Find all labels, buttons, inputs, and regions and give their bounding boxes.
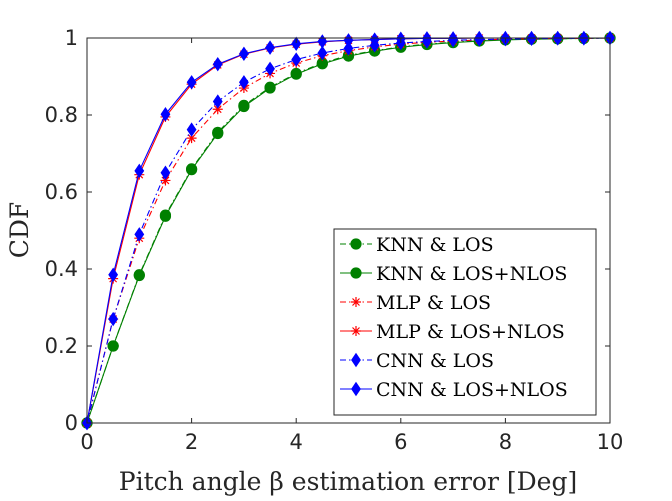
series-cnn-los-nlos [82,30,615,431]
data-point-cnn-los-nlos [265,40,275,55]
legend-marker [351,352,361,368]
legend-label: MLP & LOS [376,292,491,314]
data-point-cnn-los [265,61,275,77]
data-point-cnn-los [134,227,145,242]
data-point-cnn-los-nlos [108,267,119,282]
data-point-mlp-los [160,175,171,186]
data-point-knn-los-nlos [159,210,172,222]
legend-marker [351,381,361,397]
data-point-cnn-los-nlos [134,163,145,179]
data-point-knn-los-nlos [264,82,276,94]
legend-item-cnn-los: CNN & LOS [340,350,494,372]
legend-label: MLP & LOS+NLOS [376,321,565,343]
x-tick-label: 6 [394,430,407,454]
data-point-cnn-los [160,165,171,180]
y-tick-label: 1 [65,26,78,50]
y-tick-label: 0 [65,411,78,435]
data-point-knn-los-nlos [107,340,119,352]
data-point-cnn-los [108,311,119,327]
legend-marker [351,297,361,307]
data-point-knn-los-nlos [238,100,250,113]
data-point-knn-los-nlos [212,127,224,140]
x-axis-label: Pitch angle β estimation error [Deg] [119,467,577,496]
axes-layer [86,37,611,424]
legend-marker [351,326,361,336]
legend: KNN & LOS KNN & LOS+NLOS MLP & LOS MLP & LO… [333,228,597,416]
legend-item-mlp-los: MLP & LOS [340,292,491,314]
tick-label-layer: 0 2 4 6 8 10 0 0.2 0.4 0.6 0.8 1 [45,26,624,454]
data-point-knn-los-nlos [133,269,145,282]
data-point-cnn-los-nlos [291,36,302,51]
axes-box [86,37,611,424]
data-point-knn-los-nlos [186,164,198,176]
data-point-cnn-los-nlos [186,75,197,90]
data-point-mlp-los [186,133,197,144]
legend-label: CNN & LOS+NLOS [376,379,568,401]
legend-marker [350,238,362,250]
legend-item-mlp-los-nlos: MLP & LOS+NLOS [340,321,565,343]
data-point-cnn-los-nlos [160,107,171,122]
x-tick-label: 2 [185,430,198,454]
legend-marker [350,267,362,279]
x-tick-label: 4 [290,430,303,454]
data-point-knn-los-nlos [290,68,302,80]
data-point-mlp-los [212,104,223,115]
data-point-cnn-los [291,52,302,67]
series-line-cnn-los [86,37,611,424]
data-point-cnn-los [317,45,328,61]
legend-item-knn-los: KNN & LOS [340,234,494,256]
y-tick-label: 0.4 [45,257,78,281]
y-tick-label: 0.2 [45,334,78,358]
data-point-cnn-los [343,41,354,56]
legend-item-knn-los-nlos: KNN & LOS+NLOS [340,263,567,285]
y-axis-label: CDF [5,202,34,259]
data-point-cnn-los-nlos [212,56,223,72]
y-tick-label: 0.8 [45,103,78,127]
legend-label: KNN & LOS+NLOS [376,263,567,285]
x-tick-label: 0 [80,430,93,454]
data-point-cnn-los-nlos [369,32,380,47]
legend-label: KNN & LOS [376,234,494,256]
data-point-cnn-los [186,122,197,137]
series-layer [81,30,616,431]
x-tick-label: 8 [499,430,512,454]
y-tick-label: 0.6 [45,180,78,204]
x-tick-label: 10 [597,430,624,454]
legend-label: CNN & LOS [376,350,494,372]
data-point-cnn-los-nlos [238,46,249,61]
data-point-cnn-los [238,75,249,90]
legend-item-cnn-los-nlos: CNN & LOS+NLOS [340,379,568,401]
data-point-cnn-los [212,94,223,109]
legend-box [333,228,597,416]
